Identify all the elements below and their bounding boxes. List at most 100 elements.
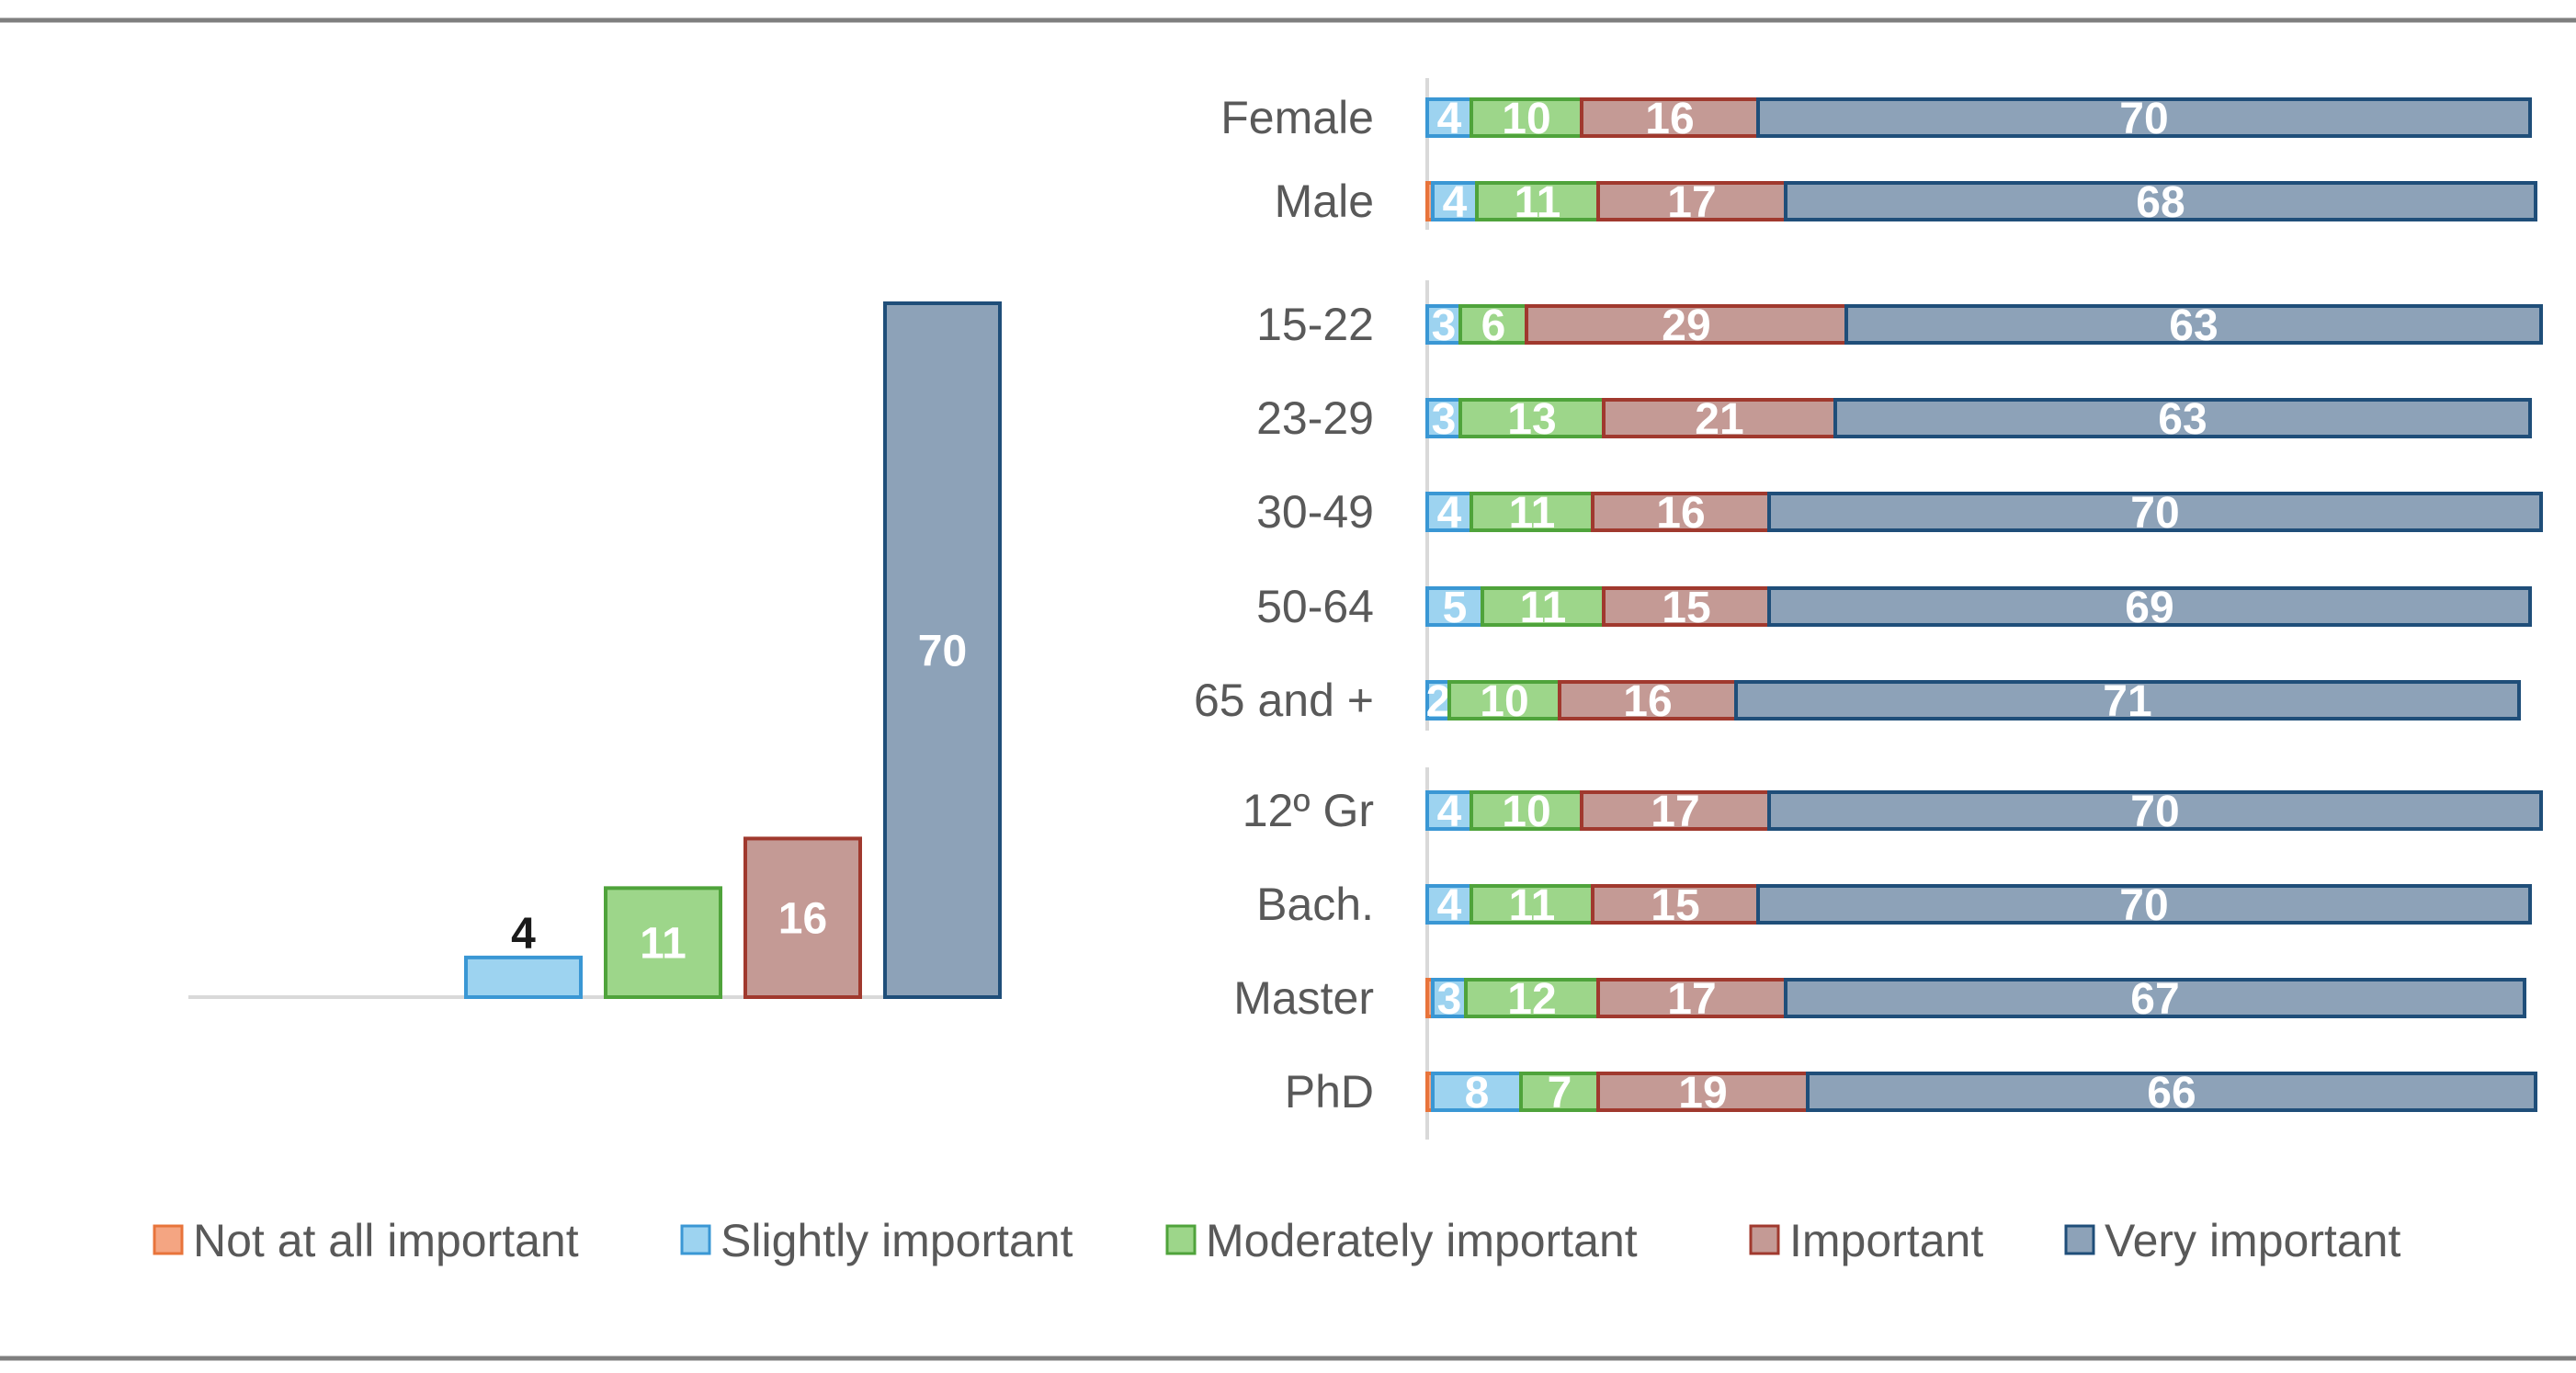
segment-label-65-and-very-important: 71 bbox=[2103, 677, 2151, 726]
segment-30-49-important bbox=[1591, 492, 1771, 532]
segment-label-phd-important: 19 bbox=[1678, 1069, 1727, 1118]
row-label-23-29: 23-29 bbox=[1256, 392, 1374, 444]
segment-23-29-very-important bbox=[1833, 398, 2532, 438]
overall-label-slightly-important: 4 bbox=[511, 910, 536, 959]
segment-23-29-moderately-important bbox=[1458, 398, 1606, 438]
legend-label-moderately-important: Moderately important bbox=[1206, 1215, 1638, 1266]
overall-bar-very-important bbox=[883, 301, 1002, 999]
segment-65-and-very-important bbox=[1734, 680, 2521, 721]
segment-label-50-64-slightly-important: 5 bbox=[1443, 584, 1468, 632]
legend-swatch-important bbox=[1749, 1224, 1780, 1255]
segment-30-49-slightly-important bbox=[1425, 492, 1473, 532]
segment-label-23-29-slightly-important: 3 bbox=[1432, 395, 1457, 444]
segment-bach-moderately-important bbox=[1470, 884, 1594, 925]
segment-label-male-important: 17 bbox=[1667, 178, 1716, 227]
row-label-12-gr: 12º Gr bbox=[1243, 785, 1374, 836]
segment-label-65-and-slightly-important: 2 bbox=[1426, 677, 1451, 726]
segment-male-moderately-important bbox=[1475, 181, 1600, 221]
segment-label-master-moderately-important: 12 bbox=[1507, 975, 1556, 1024]
row-label-65-and: 65 and + bbox=[1194, 675, 1374, 726]
segment-label-bach-moderately-important: 11 bbox=[1509, 881, 1556, 930]
segment-bach-slightly-important bbox=[1425, 884, 1473, 925]
row-label-15-22: 15-22 bbox=[1256, 299, 1374, 350]
segment-65-and-slightly-important bbox=[1425, 680, 1451, 721]
segment-12-gr-important bbox=[1580, 790, 1771, 831]
segment-label-12-gr-moderately-important: 10 bbox=[1502, 788, 1550, 836]
segment-label-female-moderately-important: 10 bbox=[1502, 95, 1550, 143]
overall-label-very-important: 70 bbox=[918, 628, 967, 676]
segment-label-23-29-important: 21 bbox=[1695, 395, 1743, 444]
row-label-phd: PhD bbox=[1285, 1066, 1374, 1118]
segment-label-male-slightly-important: 4 bbox=[1443, 178, 1468, 227]
segment-label-master-important: 17 bbox=[1667, 975, 1716, 1024]
segment-15-22-moderately-important bbox=[1458, 304, 1528, 345]
segment-phd-very-important bbox=[1806, 1072, 2537, 1112]
segment-label-50-64-moderately-important: 11 bbox=[1520, 584, 1567, 632]
legend-swatch-moderately-important bbox=[1165, 1224, 1197, 1255]
segment-female-important bbox=[1580, 97, 1760, 138]
segment-23-29-important bbox=[1602, 398, 1837, 438]
segment-label-12-gr-important: 17 bbox=[1651, 788, 1699, 836]
segment-label-phd-slightly-important: 8 bbox=[1465, 1069, 1490, 1118]
legend-label-important: Important bbox=[1789, 1215, 1983, 1266]
segment-label-65-and-moderately-important: 10 bbox=[1480, 677, 1528, 726]
legend-label-not-at-all-important: Not at all important bbox=[193, 1215, 579, 1266]
segment-23-29-slightly-important bbox=[1425, 398, 1462, 438]
segment-label-phd-moderately-important: 7 bbox=[1548, 1069, 1572, 1118]
segment-label-phd-very-important: 66 bbox=[2147, 1069, 2196, 1118]
segment-label-30-49-very-important: 70 bbox=[2130, 489, 2179, 538]
row-label-master: Master bbox=[1233, 972, 1374, 1024]
segment-male-very-important bbox=[1784, 181, 2537, 221]
overall-label-moderately-important: 11 bbox=[640, 920, 687, 969]
segment-label-15-22-important: 29 bbox=[1662, 301, 1710, 350]
segment-15-22-slightly-important bbox=[1425, 304, 1462, 345]
legend-swatch-not-at-all-important bbox=[153, 1224, 184, 1255]
segment-label-15-22-slightly-important: 3 bbox=[1432, 301, 1457, 350]
segment-label-15-22-moderately-important: 6 bbox=[1481, 301, 1506, 350]
segment-label-bach-slightly-important: 4 bbox=[1437, 881, 1462, 930]
row-label-30-49: 30-49 bbox=[1256, 486, 1374, 538]
overall-bar-moderately-important bbox=[604, 886, 722, 999]
overall-label-important: 16 bbox=[778, 895, 827, 944]
segment-label-12-gr-very-important: 70 bbox=[2130, 788, 2179, 836]
segment-master-very-important bbox=[1784, 978, 2526, 1018]
overall-bar-important bbox=[743, 836, 862, 1000]
overall-bar-slightly-important bbox=[464, 955, 583, 1000]
segment-label-bach-important: 15 bbox=[1651, 881, 1699, 930]
segment-50-64-very-important bbox=[1767, 586, 2532, 627]
segment-label-50-64-important: 15 bbox=[1662, 584, 1710, 632]
segment-label-30-49-slightly-important: 4 bbox=[1437, 489, 1462, 538]
segment-label-12-gr-slightly-important: 4 bbox=[1437, 788, 1462, 836]
legend-swatch-slightly-important bbox=[680, 1224, 711, 1255]
segment-label-master-very-important: 67 bbox=[2130, 975, 2179, 1024]
legend-label-slightly-important: Slightly important bbox=[721, 1215, 1073, 1266]
segment-label-master-slightly-important: 3 bbox=[1437, 975, 1462, 1024]
segment-30-49-moderately-important bbox=[1470, 492, 1594, 532]
segment-30-49-very-important bbox=[1767, 492, 2543, 532]
segment-label-bach-very-important: 70 bbox=[2119, 881, 2168, 930]
segment-12-gr-moderately-important bbox=[1470, 790, 1583, 831]
legend-swatch-very-important bbox=[2064, 1224, 2095, 1255]
segment-label-30-49-moderately-important: 11 bbox=[1509, 489, 1556, 538]
segment-female-very-important bbox=[1756, 97, 2532, 138]
segment-label-15-22-very-important: 63 bbox=[2169, 301, 2218, 350]
segment-label-30-49-important: 16 bbox=[1656, 489, 1705, 538]
segment-label-male-very-important: 68 bbox=[2136, 178, 2184, 227]
segment-65-and-important bbox=[1558, 680, 1738, 721]
segment-phd-important bbox=[1596, 1072, 1810, 1112]
segment-bach-important bbox=[1591, 884, 1760, 925]
segment-50-64-slightly-important bbox=[1425, 586, 1484, 627]
segment-12-gr-very-important bbox=[1767, 790, 2543, 831]
row-label-bach: Bach. bbox=[1256, 879, 1374, 930]
row-label-male: Male bbox=[1275, 176, 1374, 227]
segment-12-gr-slightly-important bbox=[1425, 790, 1473, 831]
segment-label-23-29-moderately-important: 13 bbox=[1507, 395, 1556, 444]
segment-15-22-important bbox=[1525, 304, 1848, 345]
segment-bach-very-important bbox=[1756, 884, 2532, 925]
segment-phd-slightly-important bbox=[1431, 1072, 1523, 1112]
legend: Not at all important Slightly important Mo… bbox=[153, 1215, 2400, 1266]
segment-50-64-moderately-important bbox=[1481, 586, 1606, 627]
segment-label-50-64-very-important: 69 bbox=[2125, 584, 2173, 632]
legend-label-very-important: Very important bbox=[2105, 1215, 2400, 1266]
